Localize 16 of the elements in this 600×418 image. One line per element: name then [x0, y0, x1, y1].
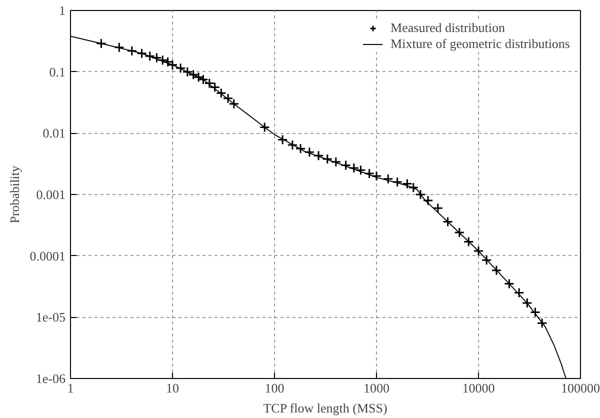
y-tick-label: 1e-05: [36, 310, 66, 325]
x-tick-label: 100: [264, 380, 284, 396]
x-tick-label: 100000: [561, 380, 600, 396]
x-tick-label: 10000: [462, 380, 495, 396]
legend-label: Measured distribution: [390, 20, 506, 36]
x-tick-label: 1000: [364, 380, 390, 396]
y-tick-label: 0.01: [42, 126, 66, 141]
y-tick-label: 0.001: [36, 187, 66, 202]
x-axis-title: TCP flow length (MSS): [263, 400, 388, 416]
y-tick-label: 1e-06: [36, 371, 66, 386]
x-tick-label: 10: [166, 380, 179, 396]
y-tick-label: 0.0001: [30, 248, 66, 264]
legend-label: Mixture of geometric distributions: [390, 36, 570, 52]
y-tick-label: 1: [59, 3, 66, 18]
y-axis-title: Probability: [6, 165, 22, 224]
y-tick-label: 0.1: [49, 64, 66, 80]
